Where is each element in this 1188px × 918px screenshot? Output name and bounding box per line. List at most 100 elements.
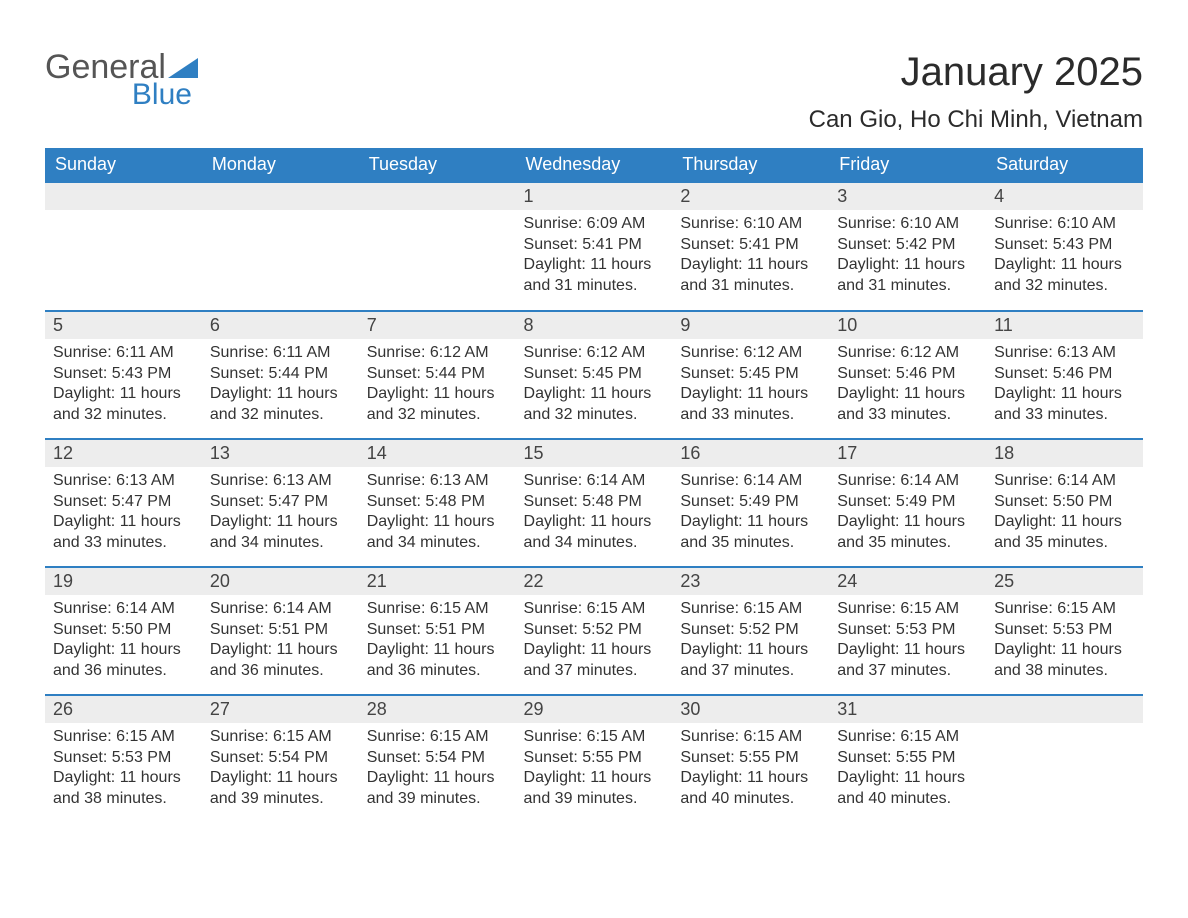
sunrise-text: Sunrise: 6:15 AM <box>680 599 821 619</box>
sunrise-text: Sunrise: 6:15 AM <box>680 727 821 747</box>
daylight-text: Daylight: 11 hours and 33 minutes. <box>994 384 1135 425</box>
day-cell: 30Sunrise: 6:15 AMSunset: 5:55 PMDayligh… <box>672 695 829 823</box>
daylight-text: Daylight: 11 hours and 40 minutes. <box>837 768 978 809</box>
week-row: 26Sunrise: 6:15 AMSunset: 5:53 PMDayligh… <box>45 695 1143 823</box>
daylight-text: Daylight: 11 hours and 37 minutes. <box>680 640 821 681</box>
daylight-text: Daylight: 11 hours and 34 minutes. <box>524 512 665 553</box>
day-body: Sunrise: 6:15 AMSunset: 5:53 PMDaylight:… <box>829 595 986 687</box>
sunrise-text: Sunrise: 6:14 AM <box>994 471 1135 491</box>
day-body: Sunrise: 6:15 AMSunset: 5:55 PMDaylight:… <box>829 723 986 815</box>
day-number: 29 <box>516 696 673 723</box>
day-header: Saturday <box>986 148 1143 183</box>
day-number: 27 <box>202 696 359 723</box>
sunset-text: Sunset: 5:43 PM <box>994 235 1135 255</box>
day-cell: 1Sunrise: 6:09 AMSunset: 5:41 PMDaylight… <box>516 183 673 311</box>
daylight-text: Daylight: 11 hours and 35 minutes. <box>680 512 821 553</box>
sunset-text: Sunset: 5:46 PM <box>837 364 978 384</box>
day-body: Sunrise: 6:14 AMSunset: 5:50 PMDaylight:… <box>986 467 1143 559</box>
day-body: Sunrise: 6:14 AMSunset: 5:50 PMDaylight:… <box>45 595 202 687</box>
daylight-text: Daylight: 11 hours and 36 minutes. <box>210 640 351 681</box>
day-number: 3 <box>829 183 986 210</box>
day-body: Sunrise: 6:11 AMSunset: 5:43 PMDaylight:… <box>45 339 202 431</box>
day-number: 6 <box>202 312 359 339</box>
day-cell: 21Sunrise: 6:15 AMSunset: 5:51 PMDayligh… <box>359 567 516 695</box>
day-number: 28 <box>359 696 516 723</box>
daylight-text: Daylight: 11 hours and 38 minutes. <box>53 768 194 809</box>
sunrise-text: Sunrise: 6:15 AM <box>53 727 194 747</box>
week-row: 5Sunrise: 6:11 AMSunset: 5:43 PMDaylight… <box>45 311 1143 439</box>
day-cell: 12Sunrise: 6:13 AMSunset: 5:47 PMDayligh… <box>45 439 202 567</box>
day-cell: 16Sunrise: 6:14 AMSunset: 5:49 PMDayligh… <box>672 439 829 567</box>
day-number: 25 <box>986 568 1143 595</box>
sunrise-text: Sunrise: 6:15 AM <box>210 727 351 747</box>
sunset-text: Sunset: 5:52 PM <box>524 620 665 640</box>
page: General Blue January 2025 Can Gio, Ho Ch… <box>0 0 1188 863</box>
sunset-text: Sunset: 5:48 PM <box>524 492 665 512</box>
sunset-text: Sunset: 5:50 PM <box>53 620 194 640</box>
day-body: Sunrise: 6:14 AMSunset: 5:51 PMDaylight:… <box>202 595 359 687</box>
sunset-text: Sunset: 5:51 PM <box>367 620 508 640</box>
day-number: 7 <box>359 312 516 339</box>
daylight-text: Daylight: 11 hours and 31 minutes. <box>837 255 978 296</box>
day-body: Sunrise: 6:10 AMSunset: 5:43 PMDaylight:… <box>986 210 1143 302</box>
day-number: 19 <box>45 568 202 595</box>
day-header: Monday <box>202 148 359 183</box>
sunrise-text: Sunrise: 6:14 AM <box>680 471 821 491</box>
day-cell: 10Sunrise: 6:12 AMSunset: 5:46 PMDayligh… <box>829 311 986 439</box>
day-cell: 24Sunrise: 6:15 AMSunset: 5:53 PMDayligh… <box>829 567 986 695</box>
sunset-text: Sunset: 5:46 PM <box>994 364 1135 384</box>
day-number: 9 <box>672 312 829 339</box>
sunrise-text: Sunrise: 6:15 AM <box>837 599 978 619</box>
day-cell: 15Sunrise: 6:14 AMSunset: 5:48 PMDayligh… <box>516 439 673 567</box>
day-cell: 22Sunrise: 6:15 AMSunset: 5:52 PMDayligh… <box>516 567 673 695</box>
sunset-text: Sunset: 5:41 PM <box>680 235 821 255</box>
day-number: 22 <box>516 568 673 595</box>
day-number: 18 <box>986 440 1143 467</box>
day-cell: 31Sunrise: 6:15 AMSunset: 5:55 PMDayligh… <box>829 695 986 823</box>
week-row: 1Sunrise: 6:09 AMSunset: 5:41 PMDaylight… <box>45 183 1143 311</box>
logo-sail-icon <box>168 56 198 78</box>
sunset-text: Sunset: 5:50 PM <box>994 492 1135 512</box>
sunrise-text: Sunrise: 6:12 AM <box>524 343 665 363</box>
day-cell <box>202 183 359 311</box>
sunset-text: Sunset: 5:45 PM <box>524 364 665 384</box>
daylight-text: Daylight: 11 hours and 35 minutes. <box>994 512 1135 553</box>
day-body: Sunrise: 6:10 AMSunset: 5:41 PMDaylight:… <box>672 210 829 302</box>
day-number <box>45 183 202 210</box>
day-number: 12 <box>45 440 202 467</box>
day-header: Sunday <box>45 148 202 183</box>
day-body: Sunrise: 6:15 AMSunset: 5:52 PMDaylight:… <box>516 595 673 687</box>
day-cell: 6Sunrise: 6:11 AMSunset: 5:44 PMDaylight… <box>202 311 359 439</box>
day-number: 24 <box>829 568 986 595</box>
sunrise-text: Sunrise: 6:15 AM <box>524 727 665 747</box>
sunset-text: Sunset: 5:43 PM <box>53 364 194 384</box>
daylight-text: Daylight: 11 hours and 40 minutes. <box>680 768 821 809</box>
daylight-text: Daylight: 11 hours and 32 minutes. <box>524 384 665 425</box>
sunrise-text: Sunrise: 6:12 AM <box>837 343 978 363</box>
day-header: Tuesday <box>359 148 516 183</box>
daylight-text: Daylight: 11 hours and 33 minutes. <box>53 512 194 553</box>
day-cell: 14Sunrise: 6:13 AMSunset: 5:48 PMDayligh… <box>359 439 516 567</box>
day-body: Sunrise: 6:14 AMSunset: 5:49 PMDaylight:… <box>829 467 986 559</box>
day-body: Sunrise: 6:12 AMSunset: 5:46 PMDaylight:… <box>829 339 986 431</box>
sunset-text: Sunset: 5:47 PM <box>210 492 351 512</box>
day-body: Sunrise: 6:14 AMSunset: 5:48 PMDaylight:… <box>516 467 673 559</box>
day-body: Sunrise: 6:14 AMSunset: 5:49 PMDaylight:… <box>672 467 829 559</box>
day-body: Sunrise: 6:13 AMSunset: 5:47 PMDaylight:… <box>45 467 202 559</box>
day-cell <box>45 183 202 311</box>
sunset-text: Sunset: 5:47 PM <box>53 492 194 512</box>
day-number: 14 <box>359 440 516 467</box>
day-body: Sunrise: 6:12 AMSunset: 5:45 PMDaylight:… <box>672 339 829 431</box>
sunrise-text: Sunrise: 6:13 AM <box>53 471 194 491</box>
day-cell: 3Sunrise: 6:10 AMSunset: 5:42 PMDaylight… <box>829 183 986 311</box>
daylight-text: Daylight: 11 hours and 38 minutes. <box>994 640 1135 681</box>
day-cell: 28Sunrise: 6:15 AMSunset: 5:54 PMDayligh… <box>359 695 516 823</box>
day-body: Sunrise: 6:15 AMSunset: 5:53 PMDaylight:… <box>986 595 1143 687</box>
daylight-text: Daylight: 11 hours and 37 minutes. <box>524 640 665 681</box>
daylight-text: Daylight: 11 hours and 35 minutes. <box>837 512 978 553</box>
daylight-text: Daylight: 11 hours and 39 minutes. <box>210 768 351 809</box>
sunrise-text: Sunrise: 6:13 AM <box>210 471 351 491</box>
day-header-row: Sunday Monday Tuesday Wednesday Thursday… <box>45 148 1143 183</box>
sunset-text: Sunset: 5:49 PM <box>680 492 821 512</box>
sunset-text: Sunset: 5:49 PM <box>837 492 978 512</box>
